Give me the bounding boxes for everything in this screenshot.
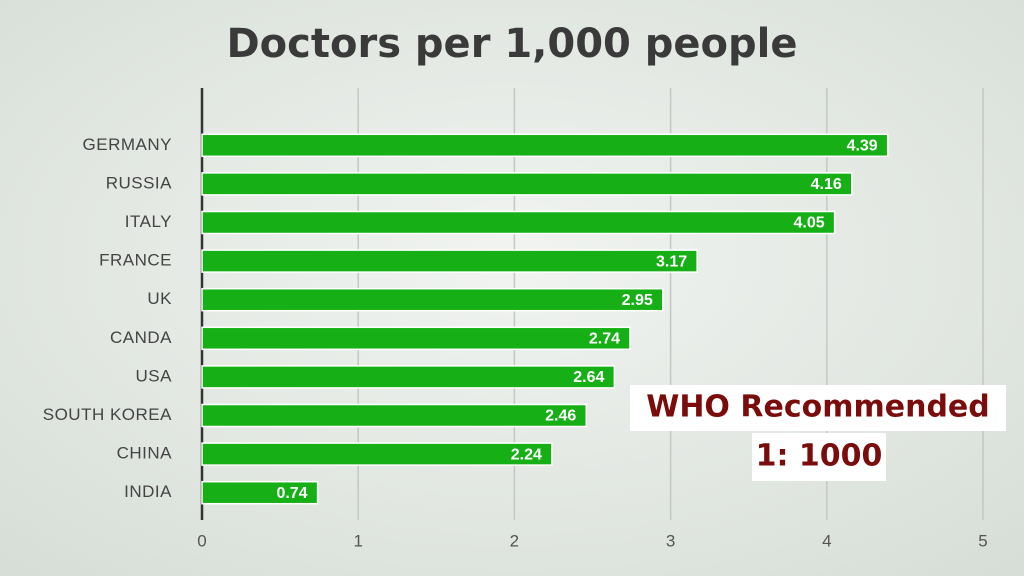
x-tick-label: 3 (666, 531, 675, 550)
x-tick-label: 1 (353, 531, 362, 550)
y-tick-label: USA (136, 366, 173, 385)
x-tick-label: 0 (197, 531, 206, 550)
y-tick-label: INDIA (124, 482, 172, 501)
bars: GERMANY 4.39 RUSSIA 4.16 ITALY 4.05 FRANCE 3.17… (43, 133, 889, 505)
annotation-box (752, 433, 886, 481)
bar (201, 249, 698, 273)
value-label: 0.74 (276, 485, 307, 502)
value-label: 2.74 (589, 331, 620, 348)
y-tick-label: RUSSIA (106, 173, 172, 192)
y-tick-label: FRANCE (99, 251, 172, 270)
y-tick-label: UK (147, 289, 172, 308)
bar (201, 287, 664, 312)
bar (201, 442, 553, 466)
value-label: 4.16 (811, 176, 842, 193)
annotation: 1: 1000 (756, 439, 883, 474)
chart-title: Doctors per 1,000 people (226, 21, 797, 67)
bar (201, 326, 631, 351)
bar (201, 172, 853, 196)
x-tick-label: 2 (510, 531, 519, 550)
value-label: 2.95 (622, 292, 653, 309)
value-label: 4.05 (793, 215, 824, 232)
bar (201, 403, 588, 428)
value-label: 3.17 (656, 253, 687, 270)
value-label: 2.24 (511, 446, 542, 463)
y-tick-label: SOUTH KOREA (43, 405, 172, 424)
y-tick-label: CANDA (110, 328, 172, 347)
x-tick-label: 5 (978, 531, 987, 550)
y-tick-label: CHINA (117, 444, 173, 463)
value-label: 2.64 (573, 369, 604, 386)
annotation: WHO Recommended (646, 390, 990, 425)
value-label: 4.39 (847, 138, 878, 155)
bar (201, 365, 616, 389)
bar (201, 210, 836, 235)
bar (201, 133, 889, 158)
bar (201, 480, 319, 505)
annotation-box (630, 385, 1006, 431)
y-tick-label: GERMANY (83, 135, 172, 154)
y-tick-label: ITALY (125, 212, 172, 231)
value-label: 2.46 (545, 408, 576, 425)
x-tick-label: 4 (822, 531, 831, 550)
